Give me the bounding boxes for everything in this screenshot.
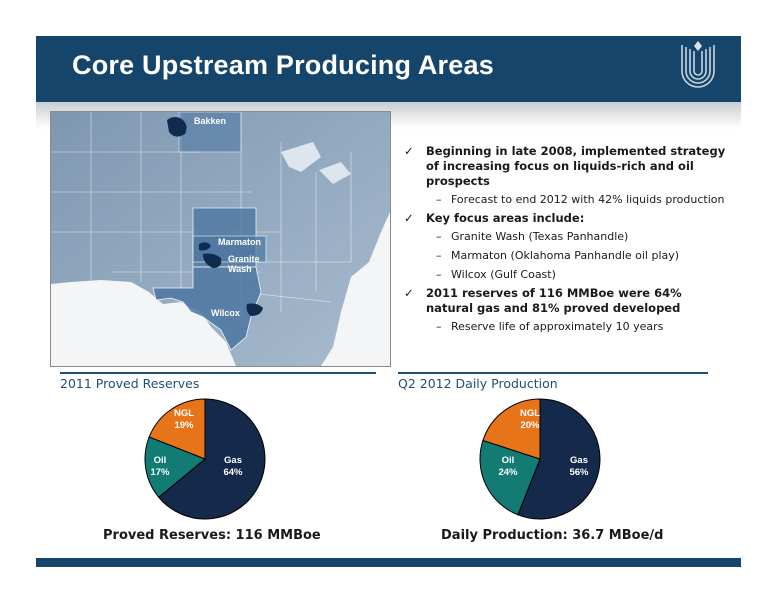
sub-bullet-item: – Reserve life of approximately 10 years — [398, 319, 728, 334]
map-label-granite-line1: Granite — [228, 254, 260, 264]
caption-production: Daily Production: 36.7 MBoe/d — [441, 528, 664, 543]
footer-bar — [36, 558, 741, 567]
dash-icon: – — [436, 230, 442, 243]
sub-bullet-item: – Granite Wash (Texas Panhandle) — [398, 229, 728, 244]
pie-label-ngl: NGL 19% — [164, 408, 204, 432]
caption-reserves: Proved Reserves: 116 MMBoe — [103, 528, 321, 543]
map-label-granite-wash: Granite Wash — [228, 254, 260, 274]
dash-icon: – — [436, 249, 442, 262]
pie-chart-production — [479, 398, 601, 520]
sub-bullet-text: Marmaton (Oklahoma Panhandle oil play) — [451, 249, 680, 262]
bullet-text: Key focus areas include: — [426, 211, 585, 225]
bullet-text: 2011 reserves of 116 MMBoe were 64% natu… — [426, 286, 682, 315]
check-icon: ✓ — [404, 211, 414, 225]
map-label-granite-line2: Wash — [228, 264, 252, 274]
section-title-production: Q2 2012 Daily Production — [398, 376, 558, 391]
pie-label-gas-value: 64% — [223, 467, 243, 478]
map-label-wilcox: Wilcox — [211, 308, 240, 318]
header-bar: Core Upstream Producing Areas — [36, 36, 741, 102]
sub-bullet-item: – Marmaton (Oklahoma Panhandle oil play) — [398, 248, 728, 263]
pie-label-ngl-name: NGL — [519, 408, 541, 419]
pie-label-ngl-value: 19% — [174, 420, 194, 431]
dash-icon: – — [436, 193, 442, 206]
pie-label-oil: Oil 24% — [488, 455, 528, 479]
pie-slice-oil — [144, 436, 206, 498]
pie-label-oil-value: 17% — [150, 467, 170, 478]
company-logo-icon — [681, 41, 715, 88]
pie-slice-ngl — [148, 398, 206, 460]
bullet-item: ✓ Beginning in late 2008, implemented str… — [398, 144, 728, 189]
us-map-graphic — [51, 112, 390, 366]
pie-label-gas-name: Gas — [570, 455, 588, 466]
sub-bullet-text: Wilcox (Gulf Coast) — [451, 268, 556, 281]
pie-label-ngl-name: NGL — [173, 408, 195, 419]
pie-chart-reserves — [144, 398, 266, 520]
bullet-text: Beginning in late 2008, implemented stra… — [426, 144, 726, 188]
slide-title: Core Upstream Producing Areas — [72, 50, 494, 80]
check-icon: ✓ — [404, 286, 414, 300]
pie-label-oil: Oil 17% — [140, 455, 180, 479]
pie-slice-gas — [158, 398, 266, 520]
bullet-list: ✓ Beginning in late 2008, implemented str… — [398, 144, 728, 338]
pie-label-oil-name: Oil — [153, 455, 167, 466]
section-rule-left — [60, 372, 376, 374]
sub-bullet-text: Granite Wash (Texas Panhandle) — [451, 230, 629, 243]
sub-bullet-item: – Forecast to end 2012 with 42% liquids p… — [398, 192, 728, 207]
sub-bullet-item: – Wilcox (Gulf Coast) — [398, 267, 728, 282]
pie-slice-gas — [517, 398, 601, 520]
check-icon: ✓ — [404, 144, 414, 158]
bullet-item: ✓ 2011 reserves of 116 MMBoe were 64% nat… — [398, 286, 728, 316]
us-map: Bakken Marmaton Granite Wash Wilcox — [50, 111, 391, 367]
sub-bullet-text: Reserve life of approximately 10 years — [451, 320, 664, 333]
map-label-bakken: Bakken — [194, 116, 227, 126]
pie-slice-ngl — [482, 398, 541, 460]
pie-slice-oil — [479, 439, 541, 516]
pie-label-gas-name: Gas — [224, 455, 242, 466]
pie-label-gas: Gas 56% — [559, 455, 599, 479]
pie-label-gas: Gas 64% — [213, 455, 253, 479]
pie-label-oil-value: 24% — [498, 467, 518, 478]
dash-icon: – — [436, 320, 442, 333]
pie-label-ngl: NGL 20% — [510, 408, 550, 432]
pie-label-oil-name: Oil — [501, 455, 515, 466]
section-title-reserves: 2011 Proved Reserves — [60, 376, 200, 391]
map-label-marmaton: Marmaton — [218, 237, 262, 247]
pie-label-gas-value: 56% — [569, 467, 589, 478]
bullet-item: ✓ Key focus areas include: — [398, 211, 728, 226]
pie-label-ngl-value: 20% — [520, 420, 540, 431]
section-rule-right — [398, 372, 708, 374]
dash-icon: – — [436, 268, 442, 281]
sub-bullet-text: Forecast to end 2012 with 42% liquids pr… — [451, 193, 725, 206]
